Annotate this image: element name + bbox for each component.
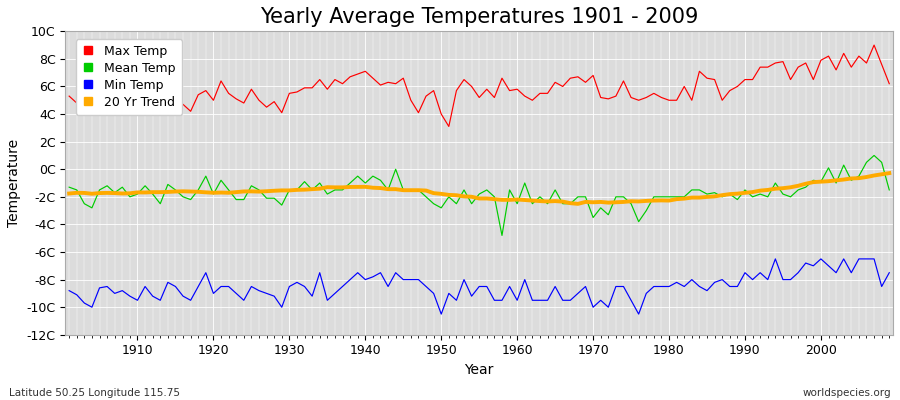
- Text: Latitude 50.25 Longitude 115.75: Latitude 50.25 Longitude 115.75: [9, 388, 180, 398]
- Y-axis label: Temperature: Temperature: [7, 139, 21, 227]
- X-axis label: Year: Year: [464, 363, 494, 377]
- Text: worldspecies.org: worldspecies.org: [803, 388, 891, 398]
- Legend: Max Temp, Mean Temp, Min Temp, 20 Yr Trend: Max Temp, Mean Temp, Min Temp, 20 Yr Tre…: [76, 39, 182, 115]
- Title: Yearly Average Temperatures 1901 - 2009: Yearly Average Temperatures 1901 - 2009: [260, 7, 698, 27]
